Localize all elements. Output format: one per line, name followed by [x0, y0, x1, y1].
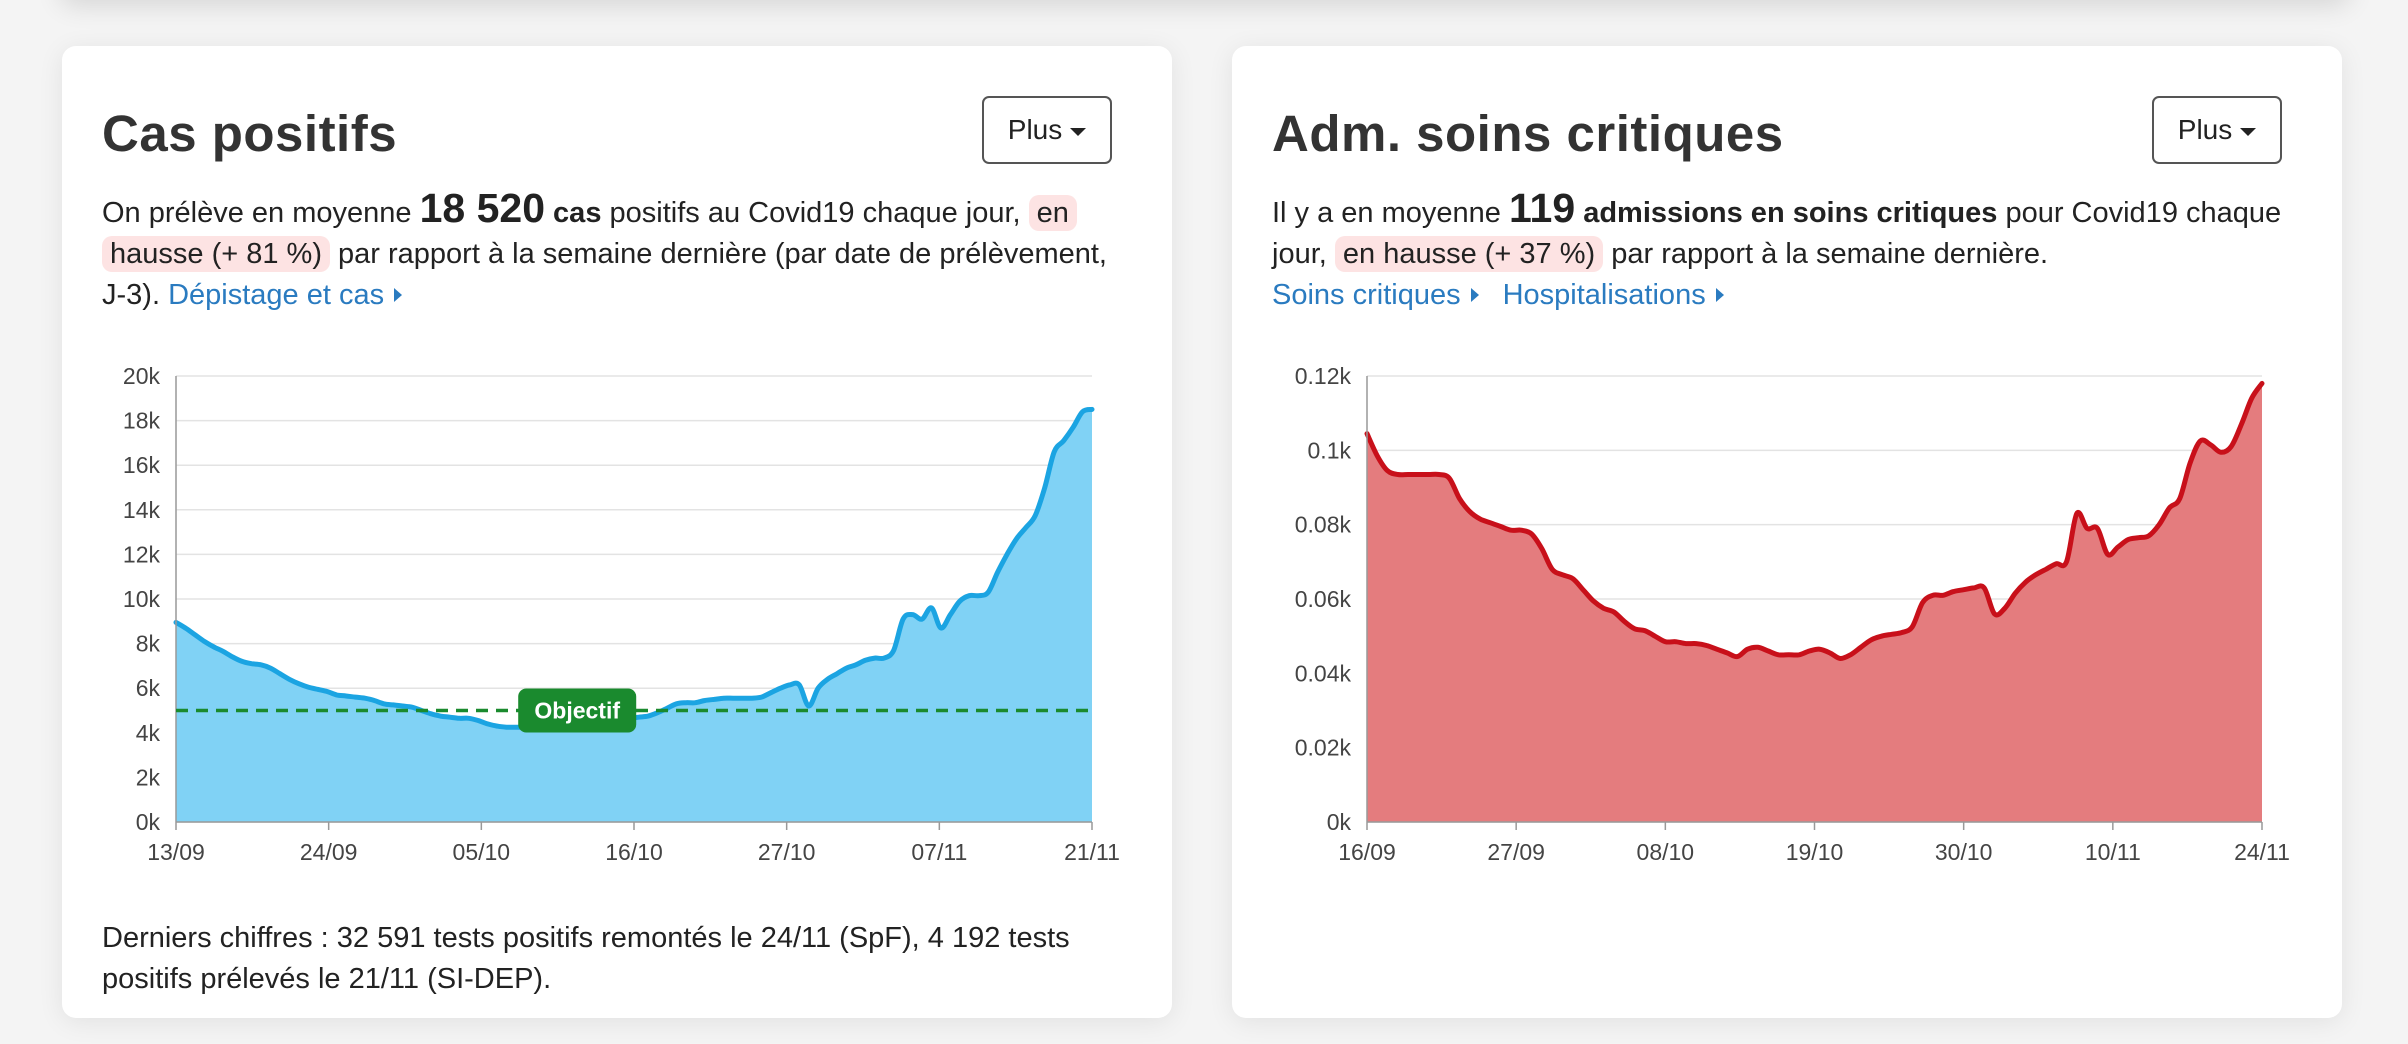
icu-trend-badge: en hausse (+ 37 %) [1334, 236, 1604, 272]
icu-y-tick-label: 0.12k [1295, 363, 1352, 389]
hospitalisations-link-label: Hospitalisations [1502, 279, 1706, 311]
icu-x-tick-label: 30/10 [1935, 839, 1993, 865]
icu-y-tick-label: 0.04k [1295, 660, 1352, 686]
icu-links-row: Soins critiques Hospitalisations [1272, 275, 2302, 316]
cases-title: Cas positifs [102, 105, 398, 162]
cases-x-tick-label: 05/10 [453, 839, 511, 865]
icu-y-tick-label: 0k [1327, 809, 1352, 835]
cases-desc-middle: positifs au Covid19 chaque jour, [601, 197, 1029, 229]
cases-x-tick-label: 21/11 [1064, 839, 1120, 865]
cases-count-unit: cas [545, 197, 602, 229]
critical-care-link-label: Soins critiques [1272, 279, 1461, 311]
icu-plus-label: Plus [2177, 114, 2233, 145]
cases-card: Cas positifs Plus On prélève en moyenne … [62, 46, 1172, 1018]
cases-y-tick-label: 6k [136, 675, 161, 701]
icu-desc-middle: pour Covid19 chaque jour, [1272, 197, 2282, 270]
cases-y-tick-label: 14k [123, 497, 161, 523]
icu-y-tick-label: 0.02k [1295, 735, 1352, 761]
cases-plus-button[interactable]: Plus [982, 96, 1112, 164]
icu-y-tick-label: 0.1k [1308, 437, 1352, 463]
cases-footnote: Derniers chiffres : 32 591 tests positif… [102, 922, 1070, 995]
icu-card: Adm. soins critiques Plus Il y a en moye… [1232, 46, 2342, 1018]
caret-down-icon [2240, 127, 2257, 136]
cases-y-tick-label: 12k [123, 541, 161, 567]
icu-x-tick-label: 08/10 [1637, 839, 1695, 865]
cases-y-tick-label: 16k [123, 452, 161, 478]
cases-y-tick-label: 10k [123, 586, 161, 612]
icu-desc-prefix: Il y a en moyenne [1272, 197, 1509, 229]
cases-y-tick-label: 8k [136, 631, 161, 657]
caret-down-icon [1070, 127, 1087, 136]
icu-y-tick-label: 0.08k [1295, 512, 1352, 538]
icu-x-tick-label: 24/11 [2234, 839, 2290, 865]
icu-x-tick-label: 27/09 [1487, 839, 1545, 865]
icu-desc-suffix: par rapport à la semaine dernière. [1603, 238, 2049, 270]
cases-x-tick-label: 13/09 [147, 839, 205, 865]
icu-plus-button[interactable]: Plus [2152, 96, 2282, 164]
icu-series-line [1364, 380, 2265, 662]
cases-area [176, 409, 1092, 822]
icu-count-unit: admissions en soins critiques [1575, 197, 1998, 229]
cases-count: 18 520 [419, 185, 545, 231]
critical-care-link[interactable]: Soins critiques [1272, 279, 1479, 311]
cases-desc-suffix: par rapport à la semaine dernière (par d… [102, 238, 1107, 311]
cases-objective-label: Objectif [534, 698, 620, 724]
icu-x-tick-label: 10/11 [2085, 839, 2141, 865]
cases-objective-badge [518, 688, 637, 733]
cases-desc-prefix: On prélève en moyenne [102, 197, 420, 229]
caret-right-icon [394, 288, 403, 302]
testing-cases-link-label: Dépistage et cas [168, 279, 385, 311]
cases-y-tick-label: 20k [123, 363, 161, 389]
cases-chart: 0k 2k 4k 6k 8k 10k 12k 14k 16k 18k 20k Objectif 13/0… [123, 363, 1120, 865]
icu-x-tick-label: 19/10 [1786, 839, 1844, 865]
icu-chart: 0k 0.02k 0.04k 0.06k 0.08k 0.1k 0.12k 16/09 27/0… [1295, 363, 2290, 865]
icu-area [1367, 383, 2262, 822]
cases-y-tick-label: 4k [136, 720, 161, 746]
cases-x-tick-label: 27/10 [758, 839, 816, 865]
icu-description: Il y a en moyenne 119 admissions en soin… [1272, 188, 2302, 316]
icu-title: Adm. soins critiques [1272, 105, 1784, 162]
icu-y-tick-label: 0.06k [1295, 586, 1352, 612]
cases-x-tick-label: 24/09 [300, 839, 358, 865]
cases-y-tick-label: 18k [123, 408, 161, 434]
icu-count: 119 [1508, 185, 1576, 231]
cases-description: On prélève en moyenne 18 520 cas positif… [102, 188, 1132, 316]
testing-cases-link[interactable]: Dépistage et cas [168, 279, 403, 311]
cases-plus-label: Plus [1007, 114, 1063, 145]
cases-x-tick-label: 16/10 [605, 839, 663, 865]
caret-right-icon [1715, 288, 1724, 302]
cases-x-tick-label: 07/11 [911, 839, 967, 865]
caret-right-icon [1470, 288, 1479, 302]
hospitalisations-link[interactable]: Hospitalisations [1503, 279, 1724, 311]
cases-y-tick-label: 2k [136, 764, 161, 790]
cases-y-tick-label: 0k [136, 809, 161, 835]
icu-x-tick-label: 16/09 [1338, 839, 1396, 865]
